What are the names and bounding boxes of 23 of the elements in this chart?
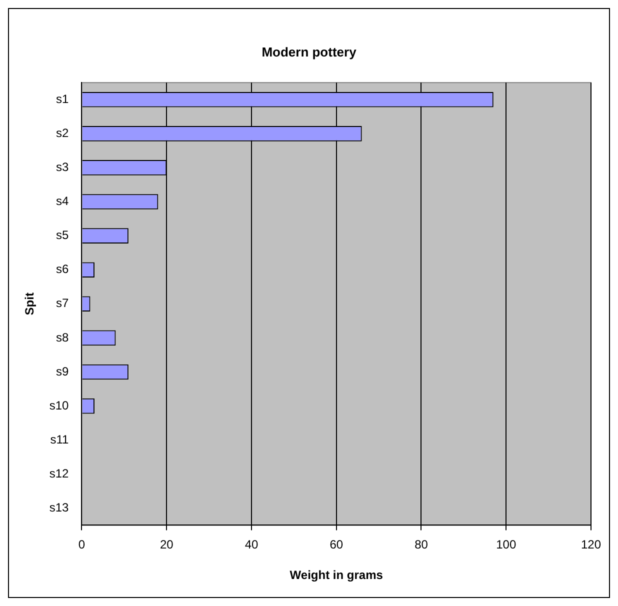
chart-title: Modern pottery bbox=[262, 44, 358, 60]
y-tick-label: s11 bbox=[50, 432, 70, 446]
y-tick-label: s1 bbox=[56, 92, 70, 106]
y-tick-label: s12 bbox=[49, 466, 70, 480]
x-tick-label: 120 bbox=[580, 538, 602, 552]
y-tick-label: s13 bbox=[49, 500, 70, 514]
x-tick-label: 80 bbox=[414, 538, 428, 552]
y-tick-label: s2 bbox=[56, 126, 70, 140]
y-tick-label: s6 bbox=[56, 262, 70, 276]
y-tick-label: s10 bbox=[49, 398, 70, 412]
x-tick-label: 0 bbox=[78, 538, 86, 552]
y-tick-label: s9 bbox=[56, 364, 70, 378]
y-axis-title: Spit bbox=[22, 292, 37, 316]
y-tick-label: s4 bbox=[56, 194, 70, 208]
y-tick-label: s5 bbox=[56, 228, 70, 242]
x-tick-label: 100 bbox=[496, 538, 516, 552]
y-tick-label: s8 bbox=[56, 330, 70, 344]
y-tick-label: s3 bbox=[56, 160, 70, 174]
x-tick-label: 40 bbox=[244, 538, 258, 552]
x-axis-title: Weight in grams bbox=[290, 568, 384, 582]
x-tick-label: 20 bbox=[160, 538, 174, 552]
y-tick-label: s7 bbox=[56, 296, 70, 310]
x-tick-label: 60 bbox=[330, 538, 344, 552]
